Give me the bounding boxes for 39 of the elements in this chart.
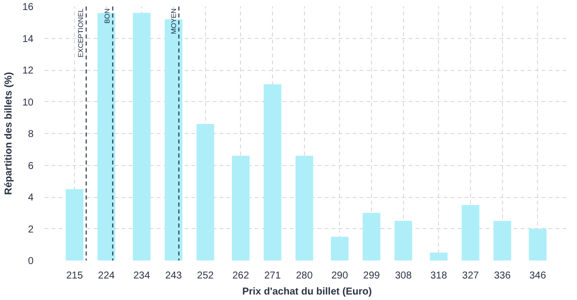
bar xyxy=(430,252,448,260)
x-tick-label: 327 xyxy=(462,270,480,282)
y-tick-label: 16 xyxy=(22,2,34,13)
x-tick-label: 262 xyxy=(232,270,250,282)
bar xyxy=(66,189,84,260)
bar xyxy=(394,220,412,260)
y-tick-label: 6 xyxy=(28,160,34,172)
y-axis-title: Répartition des billets (%) xyxy=(3,72,14,195)
x-tick-label: 243 xyxy=(165,270,182,282)
y-tick-label: 12 xyxy=(22,66,34,76)
bar xyxy=(132,12,151,260)
y-tick-label: 2 xyxy=(28,224,34,236)
x-tick-label: 215 xyxy=(66,270,84,282)
x-tick-label: 271 xyxy=(264,270,282,282)
y-tick-label: 8 xyxy=(28,129,34,140)
x-tick-label: 290 xyxy=(331,270,348,282)
x-tick-label: 252 xyxy=(197,270,214,282)
x-tick-label: 234 xyxy=(133,270,151,282)
y-tick-label: 0 xyxy=(28,256,34,267)
y-tick-label: 14 xyxy=(22,34,34,45)
bar xyxy=(462,204,480,260)
bar xyxy=(196,124,214,260)
y-tick-label: 10 xyxy=(22,97,34,108)
x-tick-label: 336 xyxy=(494,270,512,282)
x-tick-label: 280 xyxy=(296,270,314,282)
bar xyxy=(296,156,314,260)
bar xyxy=(264,84,282,260)
x-axis-title: Prix d'achat du billet (Euro) xyxy=(242,286,372,298)
x-tick-label: 308 xyxy=(394,270,412,282)
bar xyxy=(232,156,250,260)
x-tick-label: 318 xyxy=(430,270,448,282)
bar xyxy=(528,228,547,260)
bar xyxy=(330,236,349,260)
x-tick-label: 299 xyxy=(363,270,380,282)
x-tick-label: 346 xyxy=(529,270,546,282)
bar xyxy=(362,212,380,260)
bar xyxy=(493,220,512,260)
x-tick-label: 224 xyxy=(98,270,116,282)
y-tick-label: 4 xyxy=(28,192,34,204)
